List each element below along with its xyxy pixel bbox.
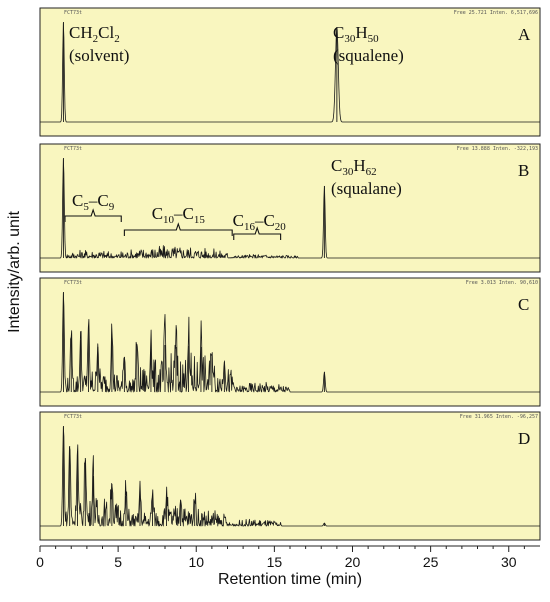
carbon-range-brace — [233, 226, 282, 240]
panel-background — [39, 277, 541, 407]
x-tick-label: 30 — [501, 554, 517, 570]
panel-header-right: Free 31.965 Inten. -96,257 — [460, 414, 538, 420]
chromatogram-trace — [40, 22, 540, 123]
panel-header-left: FCT73t — [64, 414, 82, 420]
panel-d: FCT73t Free 31.965 Inten. -96,257 D — [39, 411, 541, 541]
compound-label-note: (solvent) — [69, 46, 129, 65]
compound-label: C30H50 — [333, 23, 379, 45]
panel-header-left: FCT73t — [64, 10, 82, 16]
panel-header-left: FCT73t — [64, 146, 82, 152]
x-tick-label: 20 — [345, 554, 361, 570]
x-tick-label: 5 — [114, 554, 122, 570]
panels-layer: FCT73t Free 25.721 Inten. 6,517,696 A CH2Cl… — [39, 7, 541, 541]
carbon-range-brace — [123, 222, 233, 236]
panel-background — [39, 7, 541, 137]
carbon-range-label: C16–C20 — [233, 211, 287, 233]
x-tick-label: 15 — [267, 554, 283, 570]
panel-background — [39, 411, 541, 541]
x-tick-label: 25 — [423, 554, 439, 570]
compound-label: CH2Cl2 — [69, 23, 120, 45]
panel-header-right: Free 13.888 Inten. -322,193 — [457, 146, 538, 152]
x-axis-title: Retention time (min) — [218, 571, 362, 588]
panel-letter: D — [518, 429, 530, 448]
chromatogram-trace — [40, 292, 540, 393]
y-axis-title: Intensity/arb. unit — [6, 211, 23, 333]
panel-letter: B — [518, 161, 529, 180]
panel-letter: C — [518, 295, 529, 314]
carbon-range-label: C5–C9 — [72, 191, 115, 213]
chromatogram-trace — [40, 426, 540, 527]
chromatogram-trace — [40, 158, 540, 259]
carbon-range-label: C10–C15 — [152, 204, 206, 226]
compound-label: C30H62 — [331, 156, 377, 178]
x-tick-label: 0 — [36, 554, 44, 570]
compound-label-note: (squalane) — [331, 179, 402, 198]
panel-header-right: Free 25.721 Inten. 6,517,696 — [454, 10, 538, 16]
panel-c: FCT73t Free 3.013 Inten. 90,610 C — [39, 277, 541, 407]
panel-header-right: Free 3.013 Inten. 90,610 — [466, 280, 538, 286]
panel-a: FCT73t Free 25.721 Inten. 6,517,696 A CH2Cl… — [39, 7, 541, 137]
carbon-range-brace — [64, 208, 122, 222]
x-axis: 0 5 10 15 20 25 30 — [36, 545, 540, 570]
panel-header-left: FCT73t — [64, 280, 82, 286]
panel-background — [39, 143, 541, 273]
x-tick-label: 10 — [188, 554, 204, 570]
panel-b: FCT73t Free 13.888 Inten. -322,193 B C30H62… — [39, 143, 541, 273]
compound-label-note: (squalene) — [333, 46, 404, 65]
panel-letter: A — [518, 25, 531, 44]
